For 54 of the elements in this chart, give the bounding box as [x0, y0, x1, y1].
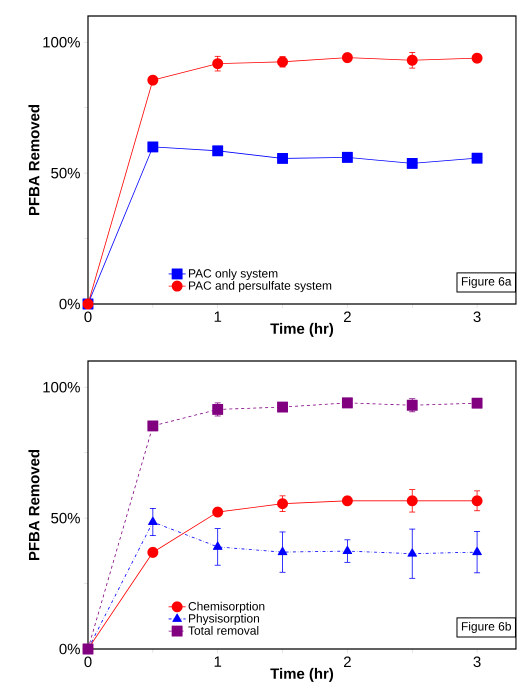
- y-tick-label: 100%: [44, 36, 80, 48]
- x-tick-label: 2: [344, 656, 351, 667]
- point: [342, 397, 354, 408]
- point: [148, 141, 158, 152]
- point: [472, 495, 483, 506]
- point: [212, 58, 224, 70]
- point: [408, 548, 418, 557]
- point: [277, 152, 288, 164]
- point: [342, 52, 354, 64]
- point: [148, 516, 158, 525]
- point: [342, 546, 352, 554]
- x-axis-title: Time (hr): [270, 322, 334, 337]
- annotation: Figure 6a: [462, 276, 512, 288]
- point: [406, 495, 418, 506]
- point: [213, 541, 223, 550]
- x-tick-label: 3: [474, 656, 481, 668]
- point: [277, 402, 288, 413]
- point: [277, 498, 288, 510]
- y-tick-label: 50%: [51, 168, 80, 178]
- legend-label: Chemisorption: [188, 602, 265, 613]
- x-tick-label: 0: [84, 312, 92, 322]
- point: [406, 400, 418, 411]
- point: [212, 506, 224, 518]
- point: [406, 54, 418, 66]
- x-tick-label: 0: [84, 656, 92, 668]
- point: [472, 546, 482, 556]
- y-tick-label: 0%: [60, 644, 80, 654]
- point: [212, 404, 224, 415]
- y-axis-title: PFBA Removed: [28, 450, 40, 560]
- x-tick-label: 1: [214, 312, 222, 322]
- point: [342, 495, 354, 506]
- legend-label: Physisorption: [189, 614, 260, 626]
- x-tick-label: 3: [474, 312, 481, 322]
- legend-label: PAC and persulfate system: [189, 281, 332, 292]
- point: [406, 158, 418, 169]
- y-tick-label: 0%: [60, 298, 80, 310]
- annotation: Figure 6b: [462, 622, 512, 633]
- x-tick-label: 2: [344, 312, 351, 322]
- point: [472, 52, 483, 64]
- y-tick-label: 100%: [44, 382, 80, 392]
- x-tick-label: 1: [214, 656, 222, 667]
- point: [212, 145, 224, 156]
- legend-label: PAC only system: [189, 268, 278, 280]
- point: [472, 398, 483, 409]
- legend-label: Total removal: [188, 626, 258, 635]
- point: [148, 546, 158, 558]
- point: [148, 74, 158, 86]
- point: [472, 152, 483, 164]
- point: [342, 152, 354, 163]
- y-axis-title: PFBA Removed: [28, 104, 40, 216]
- y-tick-label: 50%: [51, 512, 80, 524]
- point: [148, 420, 158, 432]
- point: [278, 546, 288, 556]
- x-axis-title: Time (hr): [270, 668, 334, 682]
